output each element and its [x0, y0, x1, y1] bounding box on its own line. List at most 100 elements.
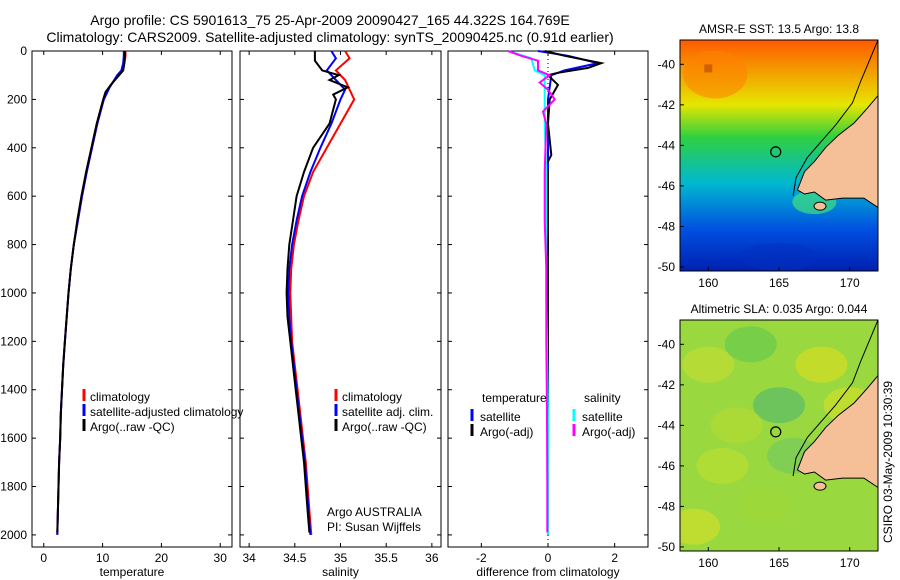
legend-label: satellite-adjusted climatology [90, 405, 243, 419]
annotation-line: Argo AUSTRALIA [327, 505, 422, 519]
y-tick-label: -46 [658, 179, 676, 193]
x-tick-label: 160 [698, 556, 718, 570]
land-stewart-island [813, 481, 827, 491]
series-line-salinity-satellite [507, 50, 549, 535]
y-tick-label: 800 [7, 238, 27, 252]
x-tick-label: 20 [155, 551, 169, 565]
sla-anomaly-patch [795, 346, 848, 383]
legend-label: Argo(..raw -QC) [90, 420, 175, 434]
x-tick-label: 170 [840, 556, 860, 570]
legend-label: Argo(-adj) [582, 425, 635, 439]
sla-anomaly-patch [682, 346, 735, 383]
y-tick-label: 600 [7, 189, 27, 203]
x-tick-label: 0 [545, 551, 552, 565]
x-tick-label: 34.5 [283, 551, 307, 565]
x-tick-label: 2 [611, 551, 618, 565]
y-tick-label: 1600 [0, 431, 27, 445]
x-axis-label: temperature [100, 565, 165, 579]
x-axis-label: salinity [322, 565, 359, 579]
map-title: AMSR-E SST: 13.5 Argo: 13.8 [699, 22, 859, 36]
y-tick-label: -50 [658, 540, 676, 554]
map-title: Altimetric SLA: 0.035 Argo: 0.044 [691, 302, 868, 316]
legend: temperaturesatelliteArgo(-adj)salinitysa… [470, 391, 635, 439]
y-tick-label: -40 [658, 337, 676, 351]
sla-anomaly-patch [680, 508, 721, 545]
x-tick-label: 35 [334, 551, 348, 565]
x-tick-label: 165 [769, 556, 789, 570]
y-tick-label: -50 [658, 260, 676, 274]
legend-label: climatology [342, 390, 402, 404]
x-tick-label: 35.5 [375, 551, 399, 565]
x-axis-label: difference from climatology [476, 565, 619, 579]
series-line-satellite-adj-clim- [287, 50, 347, 535]
series-line-climatology [289, 50, 356, 535]
series-line-salinity-argo-adj- [507, 50, 556, 533]
bathymetry-contour [792, 320, 878, 477]
y-tick-label: 200 [7, 92, 27, 106]
legend-label: climatology [90, 390, 150, 404]
y-tick-label: -44 [658, 418, 676, 432]
profile-panel-1: 0 10 20 30 0 200 400 600 800 1000 1200 1400 1600 1800… [0, 44, 243, 579]
sst-warm-patch [683, 50, 748, 99]
y-tick-label: 0 [20, 44, 27, 58]
map-panel-1: 160 165 170 -40 -42 -44 -46 -48 -50 AMSR-E SST: 1… [658, 22, 879, 290]
y-tick-label: -46 [658, 459, 676, 473]
sla-anomaly-patch [753, 387, 805, 424]
y-tick-label: 1200 [0, 334, 27, 348]
land-stewart-island [813, 201, 827, 211]
legend-label: Argo(..raw -QC) [342, 420, 427, 434]
sla-anomaly-patch [724, 326, 777, 363]
x-tick-label: 30 [214, 551, 228, 565]
series-line-argo-raw-qc- [56, 51, 126, 533]
sla-anomaly-patch [696, 447, 749, 484]
figure-title-line1: Argo profile: CS 5901613_75 25-Apr-2009 … [90, 12, 570, 28]
y-tick-label: 1800 [0, 480, 27, 494]
series-line-satellite-adjusted-climatology [56, 51, 125, 535]
y-tick-label: 2000 [0, 528, 27, 542]
land-new-zealand [796, 94, 878, 209]
plot-frame [31, 50, 233, 548]
legend-label: satellite adj. clim. [342, 405, 433, 419]
y-tick-label: -42 [658, 378, 676, 392]
argo-position-marker [770, 426, 782, 438]
sst-cold-patch [739, 242, 819, 271]
x-tick-label: -2 [476, 551, 487, 565]
legend-label: satellite [582, 410, 623, 424]
x-tick-label: 170 [840, 276, 860, 290]
series-line-temperature-argo-adj- [544, 50, 606, 535]
legend-label: satellite [480, 410, 521, 424]
annotation-line: PI: Susan Wijffels [327, 520, 421, 534]
y-tick-label: 1000 [0, 286, 27, 300]
x-tick-label: 0 [40, 551, 47, 565]
argo-position-marker [770, 146, 782, 158]
y-tick-label: 400 [7, 141, 27, 155]
map-field [680, 320, 878, 551]
legend-title: salinity [584, 391, 621, 405]
y-tick-label: -42 [658, 98, 676, 112]
x-tick-label: 160 [698, 276, 718, 290]
legend-title: temperature [482, 391, 547, 405]
y-tick-label: -40 [658, 57, 676, 71]
x-tick-label: 36 [425, 551, 439, 565]
y-tick-label: -44 [658, 138, 676, 152]
sla-anomaly-patch [738, 488, 791, 525]
x-tick-label: 34 [242, 551, 256, 565]
profile-panel-2: 34 34.5 35 35.5 36 salinity climatologysatelli… [239, 50, 442, 579]
sla-anomaly-patch [710, 407, 763, 444]
land-new-zealand [796, 374, 878, 489]
sst-hot-pixel [704, 64, 713, 73]
map-field [680, 40, 878, 271]
bathymetry-contour [792, 40, 878, 197]
y-tick-label: 1400 [0, 383, 27, 397]
x-tick-label: 10 [96, 551, 110, 565]
series-line-argo-raw-qc- [285, 51, 351, 533]
y-tick-label: -48 [658, 219, 676, 233]
x-tick-label: 165 [769, 276, 789, 290]
timestamp-label: CSIRO 03-May-2009 10:30:39 [881, 381, 895, 543]
figure-title-line2: Climatology: CARS2009. Satellite-adjuste… [46, 29, 614, 45]
y-tick-label: -48 [658, 499, 676, 513]
